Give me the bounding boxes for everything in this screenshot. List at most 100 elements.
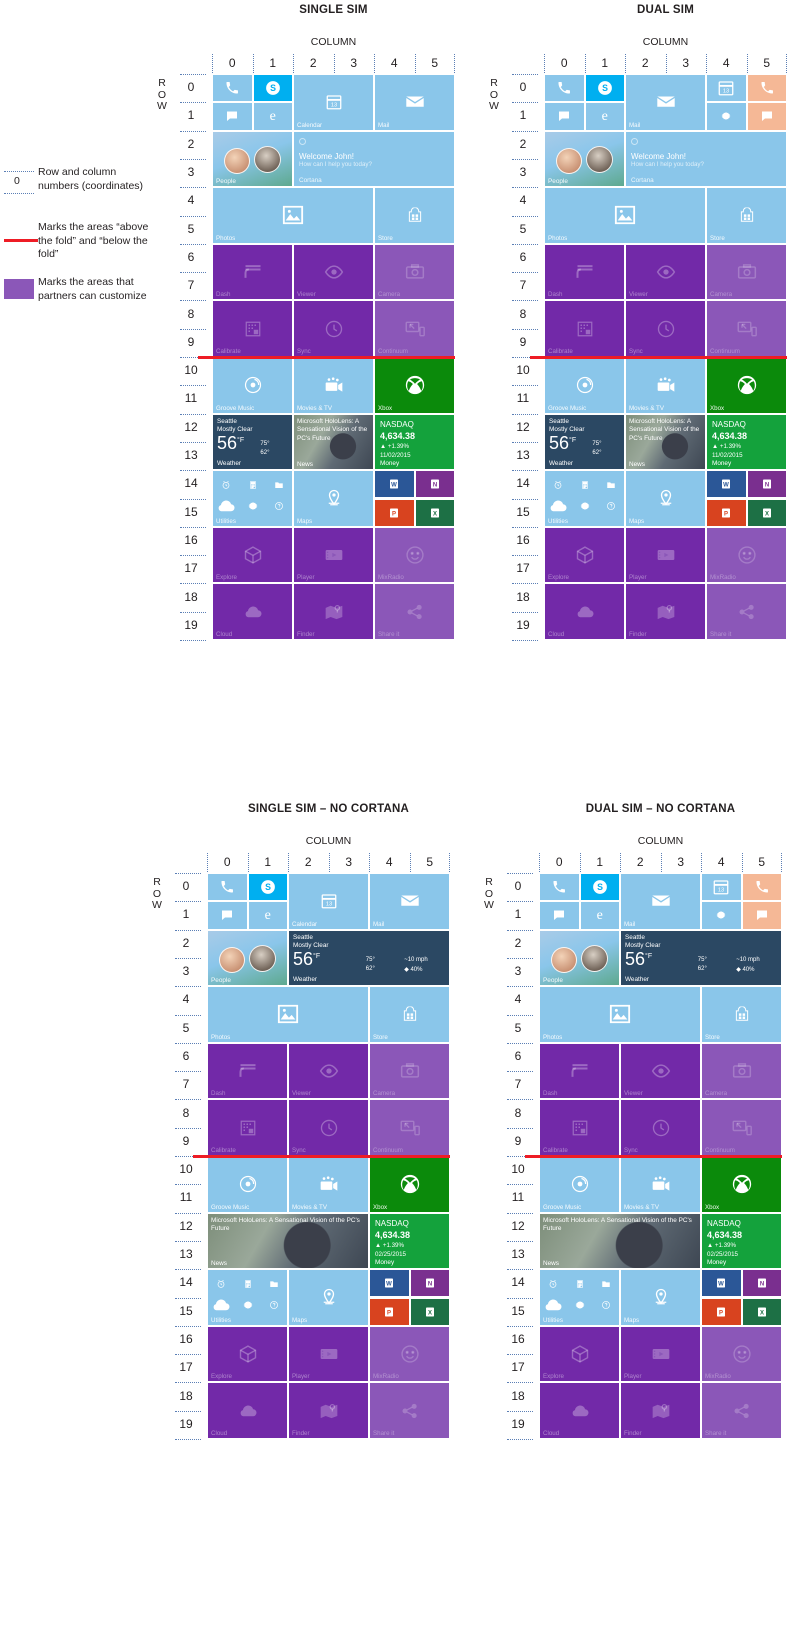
tile-explore[interactable]: Explore (207, 1325, 288, 1383)
tile-photos[interactable]: Photos (212, 187, 374, 244)
tile-movies-tv[interactable]: Movies & TV (293, 357, 374, 414)
tile-powerpoint[interactable]: P (701, 1297, 742, 1326)
tile-store[interactable]: Store (369, 986, 450, 1043)
tile-weather[interactable]: Seattle Mostly Clear 56°F 75° 62° Weather (212, 413, 293, 471)
tile-viewer[interactable]: Viewer (620, 1042, 701, 1100)
tile-phone[interactable] (544, 74, 585, 103)
tile-share-it[interactable]: Share it (706, 583, 787, 640)
tile-weather-wide[interactable]: Seattle Mostly Clear 56°F 75° 62° ~10 mph ◆ 40… (288, 929, 450, 987)
tile-skype[interactable]: S (252, 74, 293, 103)
tile-onenote[interactable]: N (746, 470, 787, 499)
tile-player[interactable]: Player (288, 1325, 369, 1383)
tile-news-wide[interactable]: Microsoft HoloLens: A Sensational Vision… (207, 1212, 369, 1270)
tile-calendar[interactable]: 13 Calendar (293, 74, 374, 131)
tile-maps[interactable]: Maps (625, 470, 706, 527)
tile-word[interactable]: W (706, 470, 747, 499)
tile-calendar-small[interactable]: 13 (701, 873, 742, 902)
tile-powerpoint[interactable]: P (706, 498, 747, 527)
tile-settings[interactable] (706, 102, 747, 131)
tile-onenote[interactable]: N (741, 1269, 782, 1298)
tile-maps[interactable]: Maps (620, 1269, 701, 1326)
tile-sync[interactable]: Sync (625, 300, 706, 357)
tile-onenote[interactable]: N (414, 470, 455, 499)
tile-edge[interactable]: e (584, 102, 625, 131)
tile-xbox[interactable]: Xbox (369, 1156, 450, 1213)
tile-calibrate[interactable]: Calibrate (212, 300, 293, 357)
tile-sync[interactable]: Sync (293, 300, 374, 357)
tile-store[interactable]: Store (701, 986, 782, 1043)
tile-mail[interactable]: Mail (625, 74, 706, 131)
tile-messaging[interactable] (539, 901, 580, 930)
tile-utilities[interactable]: Utilities (539, 1269, 620, 1326)
tile-skype[interactable]: S (584, 74, 625, 103)
tile-calendar[interactable]: 13 Calendar (288, 873, 369, 930)
tile-continuum[interactable]: Continuum (374, 300, 455, 357)
tile-phone-sim2[interactable] (741, 873, 782, 902)
tile-store[interactable]: Store (374, 187, 455, 244)
tile-continuum[interactable]: Continuum (701, 1099, 782, 1156)
tile-mixradio[interactable]: MixRadio (374, 526, 455, 584)
tile-calendar-small[interactable]: 13 (706, 74, 747, 103)
tile-excel[interactable]: X (409, 1297, 450, 1326)
tile-people[interactable]: People (544, 130, 625, 188)
tile-powerpoint[interactable]: P (374, 498, 415, 527)
tile-settings[interactable] (701, 901, 742, 930)
tile-mixradio[interactable]: MixRadio (706, 526, 787, 584)
tile-phone[interactable] (212, 74, 253, 103)
tile-finder[interactable]: Finder (620, 1382, 701, 1439)
tile-maps[interactable]: Maps (288, 1269, 369, 1326)
tile-camera[interactable]: Camera (369, 1042, 450, 1100)
tile-calibrate[interactable]: Calibrate (544, 300, 625, 357)
tile-word[interactable]: W (369, 1269, 410, 1298)
tile-photos[interactable]: Photos (544, 187, 706, 244)
tile-messaging[interactable] (207, 901, 248, 930)
tile-finder[interactable]: Finder (625, 583, 706, 640)
tile-dash[interactable]: Dash (544, 243, 625, 301)
tile-weather[interactable]: Seattle Mostly Clear 56°F 75° 62° Weather (544, 413, 625, 471)
tile-store[interactable]: Store (706, 187, 787, 244)
tile-explore[interactable]: Explore (539, 1325, 620, 1383)
tile-share-it[interactable]: Share it (701, 1382, 782, 1439)
tile-word[interactable]: W (701, 1269, 742, 1298)
tile-mail[interactable]: Mail (374, 74, 455, 131)
tile-viewer[interactable]: Viewer (293, 243, 374, 301)
tile-money[interactable]: NASDAQ 4,634.38 ▲ +1.39% 11/02/2015 Money (706, 413, 787, 471)
tile-player[interactable]: Player (293, 526, 374, 584)
tile-people[interactable]: People (212, 130, 293, 188)
tile-edge[interactable]: e (252, 102, 293, 131)
tile-continuum[interactable]: Continuum (706, 300, 787, 357)
tile-share-it[interactable]: Share it (374, 583, 455, 640)
tile-messaging[interactable] (544, 102, 585, 131)
tile-excel[interactable]: X (414, 498, 455, 527)
tile-cloud[interactable]: Cloud (539, 1382, 620, 1439)
tile-edge[interactable]: e (247, 901, 288, 930)
tile-cloud[interactable]: Cloud (544, 583, 625, 640)
tile-finder[interactable]: Finder (288, 1382, 369, 1439)
tile-skype[interactable]: S (247, 873, 288, 902)
tile-money[interactable]: NASDAQ 4,634.38 ▲ +1.39% 11/02/2015 Money (374, 413, 455, 471)
tile-xbox[interactable]: Xbox (706, 357, 787, 414)
tile-viewer[interactable]: Viewer (288, 1042, 369, 1100)
tile-excel[interactable]: X (741, 1297, 782, 1326)
tile-movies-tv[interactable]: Movies & TV (620, 1156, 701, 1213)
tile-messaging-sim2[interactable] (741, 901, 782, 930)
tile-calibrate[interactable]: Calibrate (539, 1099, 620, 1156)
tile-groove-music[interactable]: Groove Music (212, 357, 293, 414)
tile-viewer[interactable]: Viewer (625, 243, 706, 301)
tile-dash[interactable]: Dash (539, 1042, 620, 1100)
tile-people[interactable]: People (207, 929, 288, 987)
tile-explore[interactable]: Explore (212, 526, 293, 584)
tile-movies-tv[interactable]: Movies & TV (288, 1156, 369, 1213)
tile-xbox[interactable]: Xbox (701, 1156, 782, 1213)
tile-utilities[interactable]: Utilities (207, 1269, 288, 1326)
tile-share-it[interactable]: Share it (369, 1382, 450, 1439)
tile-weather-wide[interactable]: Seattle Mostly Clear 56°F 75° 62° ~10 mph ◆ 40… (620, 929, 782, 987)
tile-news[interactable]: Microsoft HoloLens: A Sensational Vision… (293, 413, 374, 471)
tile-edge[interactable]: e (579, 901, 620, 930)
tile-people[interactable]: People (539, 929, 620, 987)
tile-mixradio[interactable]: MixRadio (701, 1325, 782, 1383)
tile-dash[interactable]: Dash (212, 243, 293, 301)
tile-messaging-sim2[interactable] (746, 102, 787, 131)
tile-maps[interactable]: Maps (293, 470, 374, 527)
tile-utilities[interactable]: Utilities (212, 470, 293, 527)
